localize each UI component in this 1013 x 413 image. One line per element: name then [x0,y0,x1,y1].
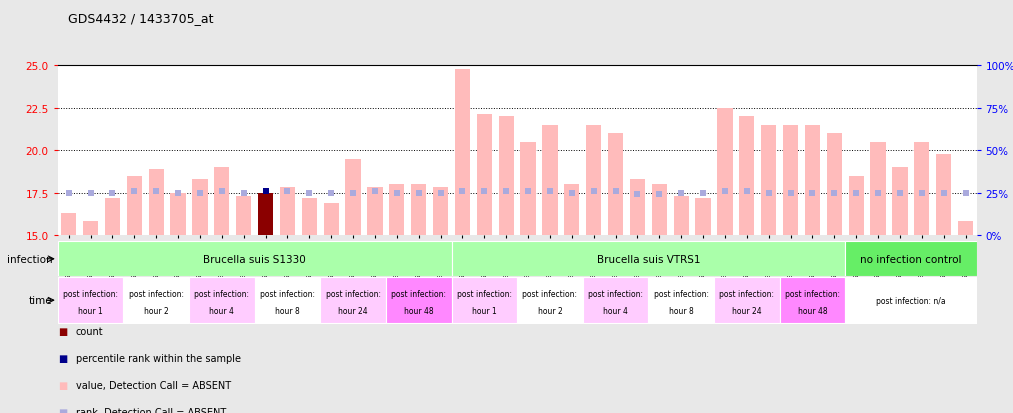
Text: post infection:: post infection: [785,289,840,298]
Bar [170,193,185,235]
Bar [845,242,977,277]
Text: hour 1: hour 1 [472,306,496,316]
Bar [717,109,732,235]
Text: ■: ■ [58,326,67,336]
Text: post infection:: post infection: [391,289,446,298]
Bar [498,117,514,235]
Bar [892,168,908,235]
Bar [739,117,755,235]
Bar [780,278,845,323]
Text: infection: infection [7,254,53,264]
Text: post infection:: post infection: [589,289,643,298]
Bar [389,185,404,235]
Bar [258,193,274,235]
Text: value, Detection Call = ABSENT: value, Detection Call = ABSENT [76,380,231,390]
Bar [804,126,821,235]
Text: hour 8: hour 8 [669,306,694,316]
Bar [870,142,885,235]
Bar [587,126,602,235]
Text: hour 8: hour 8 [276,306,300,316]
Bar [542,126,557,235]
Bar [254,278,320,323]
Bar [189,278,254,323]
Bar [127,176,142,235]
Bar [411,185,426,235]
Bar [58,242,452,277]
Bar [192,180,208,235]
Bar [914,142,930,235]
Bar [345,159,361,235]
Bar [521,142,536,235]
Bar [214,168,230,235]
Bar [149,169,164,235]
Bar [58,278,124,323]
Bar [582,278,648,323]
Bar [61,214,76,235]
Text: GDS4432 / 1433705_at: GDS4432 / 1433705_at [68,12,214,25]
Text: time: time [29,295,53,306]
Text: hour 48: hour 48 [797,306,828,316]
Bar [477,115,492,235]
Bar [936,154,951,235]
Bar [608,134,623,235]
Text: hour 4: hour 4 [210,306,234,316]
Bar [648,278,714,323]
Text: post infection:: post infection: [194,289,249,298]
Text: Brucella suis VTRS1: Brucella suis VTRS1 [597,254,700,264]
Text: hour 1: hour 1 [78,306,103,316]
Bar [761,126,776,235]
Text: rank, Detection Call = ABSENT: rank, Detection Call = ABSENT [76,407,226,413]
Text: percentile rank within the sample: percentile rank within the sample [76,353,241,363]
Text: hour 24: hour 24 [732,306,762,316]
Bar [827,134,842,235]
Bar [302,198,317,235]
Bar [783,126,798,235]
Bar [323,203,338,235]
Text: post infection:: post infection: [457,289,512,298]
Text: hour 2: hour 2 [144,306,168,316]
Text: no infection control: no infection control [860,254,961,264]
Text: ■: ■ [58,380,67,390]
Text: Brucella suis S1330: Brucella suis S1330 [204,254,306,264]
Text: post infection:: post infection: [260,289,315,298]
Bar [564,185,579,235]
Text: count: count [76,326,103,336]
Bar [452,242,845,277]
Text: hour 48: hour 48 [404,306,434,316]
Bar [124,278,189,323]
Bar [320,278,386,323]
Bar [651,185,667,235]
Text: post infection:: post infection: [325,289,381,298]
Bar [455,69,470,235]
Bar [104,198,121,235]
Text: post infection:: post infection: [653,289,709,298]
Bar [630,180,645,235]
Bar [236,197,251,235]
Bar [280,188,295,235]
Bar [849,176,864,235]
Text: post infection:: post infection: [719,289,774,298]
Text: post infection:: post infection: [63,289,119,298]
Text: hour 24: hour 24 [338,306,368,316]
Bar [714,278,780,323]
Bar [368,188,383,235]
Bar [518,278,582,323]
Text: hour 4: hour 4 [603,306,628,316]
Text: hour 2: hour 2 [538,306,562,316]
Bar [958,222,973,235]
Text: ■: ■ [58,353,67,363]
Text: post infection:: post infection: [523,289,577,298]
Bar [386,278,452,323]
Bar [83,222,98,235]
Text: post infection: n/a: post infection: n/a [876,296,946,305]
Bar [452,278,517,323]
Bar [845,278,977,323]
Bar [674,197,689,235]
Text: ■: ■ [58,407,67,413]
Bar [433,188,448,235]
Bar [696,198,711,235]
Text: post infection:: post infection: [129,289,183,298]
